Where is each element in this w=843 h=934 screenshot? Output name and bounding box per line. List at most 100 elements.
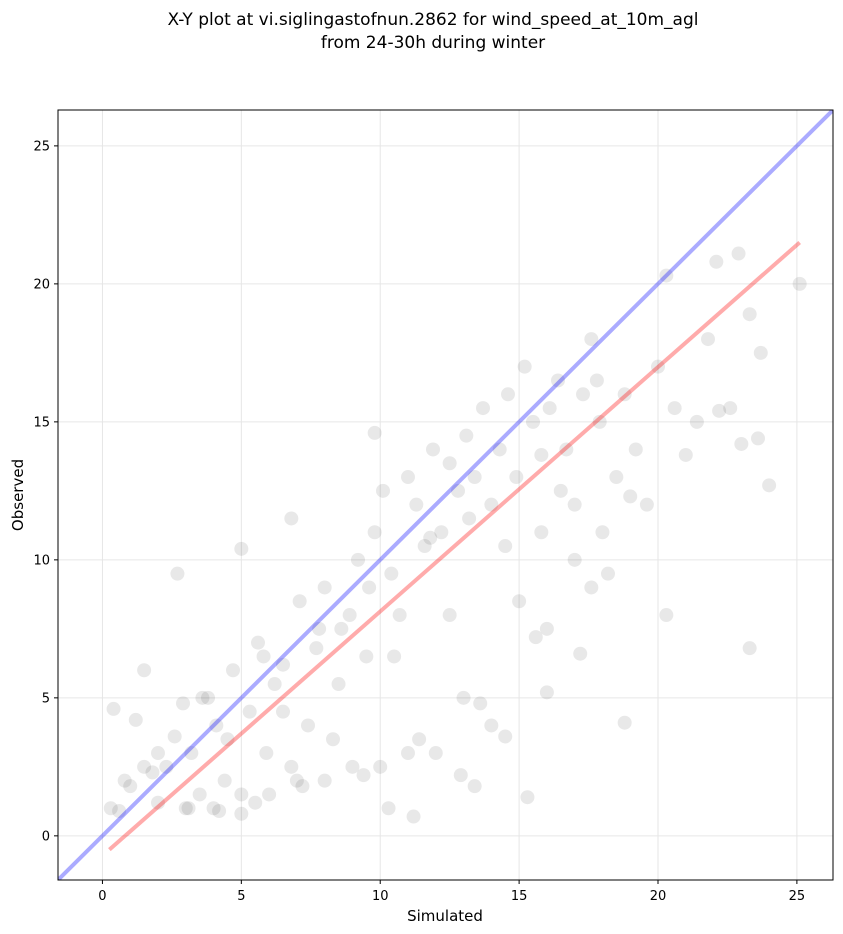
data-point (417, 539, 432, 554)
data-point (345, 759, 360, 774)
data-point (367, 525, 382, 540)
data-point (589, 373, 604, 388)
data-point (387, 649, 402, 664)
data-point (498, 539, 513, 554)
data-point (317, 580, 332, 595)
data-point (667, 401, 682, 416)
data-point (551, 373, 565, 388)
data-point (317, 773, 332, 788)
y-axis-label: Observed (9, 459, 27, 531)
data-point (539, 621, 554, 636)
data-point (517, 359, 532, 374)
data-point (742, 307, 757, 322)
data-point (251, 635, 265, 650)
data-point (678, 447, 693, 462)
data-point (217, 773, 232, 788)
data-point (451, 483, 465, 498)
y-tick-label: 15 (33, 415, 50, 430)
data-point (181, 801, 196, 816)
data-point (456, 690, 471, 705)
chart-title-line1: X-Y plot at vi.siglingastofnun.2862 for … (167, 10, 698, 30)
data-point (734, 436, 749, 451)
data-point (659, 268, 674, 283)
data-point (526, 414, 540, 429)
data-point (467, 779, 482, 794)
data-point (401, 746, 415, 761)
data-point (117, 773, 132, 788)
data-point (617, 387, 632, 402)
data-point (528, 630, 543, 645)
data-point (406, 809, 421, 824)
data-point (576, 387, 590, 402)
data-point (498, 729, 513, 744)
data-point (567, 552, 582, 567)
y-tick-label: 5 (42, 691, 50, 706)
data-point (539, 685, 554, 700)
data-point (351, 552, 365, 567)
data-point (184, 746, 199, 761)
data-point (226, 663, 240, 678)
data-point (723, 401, 738, 416)
data-point (212, 804, 227, 819)
data-point (373, 759, 388, 774)
data-point (476, 401, 490, 416)
data-point (359, 649, 374, 664)
data-point (709, 254, 724, 269)
fit-line (108, 240, 801, 852)
data-point (467, 470, 482, 485)
scatter-points (103, 246, 807, 824)
plot-frame (57, 109, 834, 881)
y-tick-label: 0 (42, 829, 50, 844)
data-point (512, 594, 527, 609)
identity-line (58, 110, 833, 880)
data-point (167, 729, 182, 744)
data-point (584, 332, 599, 347)
data-point (701, 332, 715, 347)
data-point (651, 359, 665, 374)
data-point (289, 773, 304, 788)
data-point (428, 746, 443, 761)
data-point (484, 718, 499, 733)
data-point (401, 470, 415, 485)
data-point (284, 759, 299, 774)
data-point (592, 414, 607, 429)
y-tick-label: 20 (33, 277, 50, 292)
data-point (742, 641, 757, 656)
data-point (376, 483, 390, 498)
data-point (520, 790, 535, 805)
data-point (178, 801, 193, 816)
data-point (573, 646, 588, 661)
data-point (362, 580, 377, 595)
data-point (473, 696, 488, 711)
x-axis-ticks: 0 5 10 15 20 25 (98, 880, 805, 904)
data-point (267, 677, 282, 692)
grid (58, 110, 833, 880)
data-point (242, 704, 257, 719)
data-point (123, 779, 138, 794)
x-tick-label: 25 (789, 889, 806, 904)
data-point (553, 483, 568, 498)
data-point (712, 403, 727, 418)
data-point (112, 804, 127, 819)
data-point (276, 657, 290, 672)
data-point (201, 690, 215, 705)
data-point (384, 566, 399, 581)
data-point (128, 712, 143, 727)
data-point (559, 442, 574, 457)
data-point (209, 718, 224, 733)
data-point (176, 696, 190, 711)
data-point (145, 765, 160, 780)
reference-lines (58, 110, 833, 880)
data-point (542, 401, 557, 416)
x-tick-label: 10 (372, 889, 389, 904)
x-tick-label: 5 (237, 889, 245, 904)
x-tick-label: 0 (98, 889, 106, 904)
data-point (434, 525, 449, 540)
data-point (234, 541, 249, 556)
data-point (426, 442, 440, 457)
data-point (392, 608, 407, 623)
data-point (792, 276, 807, 291)
data-point (259, 746, 274, 761)
data-point (206, 801, 221, 816)
